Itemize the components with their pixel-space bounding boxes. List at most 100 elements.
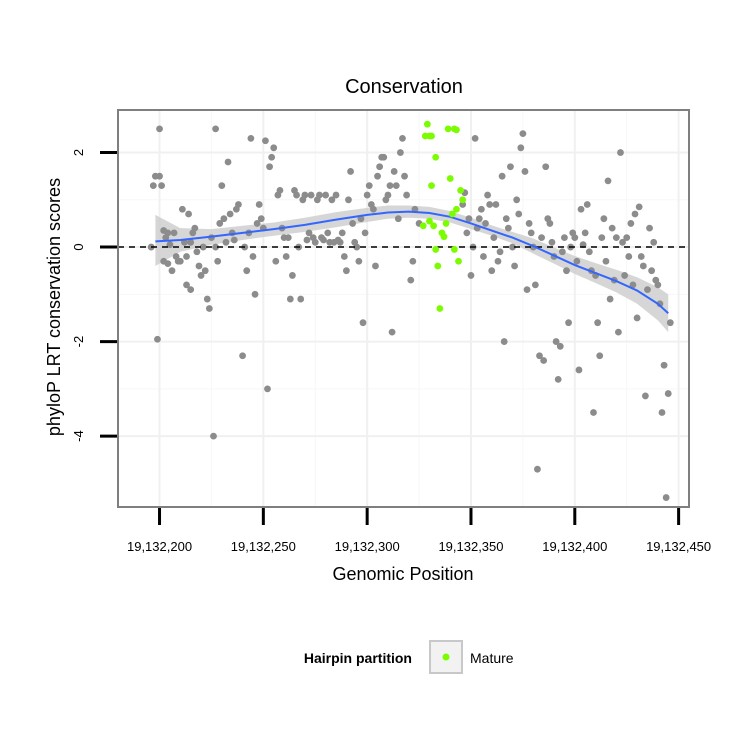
x-axis-title: Genomic Position: [332, 564, 473, 584]
data-point: [214, 257, 222, 265]
data-point: [359, 319, 367, 327]
data-point: [482, 220, 489, 227]
data-point: [606, 295, 614, 303]
data-point: [492, 201, 500, 208]
data-point: [220, 215, 228, 223]
data-point: [340, 253, 348, 260]
data-point: [621, 272, 629, 279]
data-point: [264, 385, 271, 393]
data-point: [266, 163, 273, 171]
plot-area: -4 -2 0 2 19,132,200 19,132,250 19,132,300 19,1…: [71, 109, 711, 554]
data-point: [303, 236, 311, 244]
x-tick-label: 19,132,400: [542, 539, 607, 554]
data-point: [600, 215, 608, 223]
mature-data-point: [453, 126, 460, 134]
data-point: [525, 220, 533, 227]
data-point: [502, 215, 510, 223]
data-point: [644, 286, 651, 293]
mature-data-point: [428, 182, 435, 190]
data-point: [615, 328, 622, 336]
data-point: [573, 257, 581, 265]
data-point: [396, 149, 404, 156]
data-point: [590, 409, 597, 416]
data-point: [660, 361, 668, 369]
data-point: [262, 137, 269, 145]
smooth-trend-line: [155, 210, 669, 314]
data-point: [316, 191, 323, 199]
data-point: [619, 238, 626, 246]
data-point: [513, 196, 521, 204]
data-point: [218, 182, 226, 190]
mature-data-point: [423, 120, 431, 128]
data-point: [409, 257, 417, 265]
mature-data-point: [457, 186, 464, 194]
data-point: [235, 201, 242, 208]
data-point: [301, 191, 309, 199]
data-point: [463, 229, 471, 237]
data-point: [243, 267, 251, 275]
data-point: [349, 220, 357, 227]
data-point: [498, 172, 506, 180]
data-point: [205, 305, 213, 312]
mature-data-point: [455, 257, 462, 265]
data-point: [311, 238, 319, 246]
data-point: [459, 201, 467, 208]
data-point: [201, 267, 209, 275]
data-point: [284, 234, 292, 242]
data-point: [272, 257, 280, 265]
data-point: [187, 286, 195, 293]
data-point: [332, 191, 340, 199]
data-point: [369, 205, 377, 213]
data-point: [168, 267, 176, 275]
data-point: [268, 153, 276, 161]
plot-background: [118, 110, 689, 507]
data-point: [465, 215, 473, 223]
data-point: [193, 248, 201, 256]
mature-data-point: [421, 132, 429, 140]
data-point: [531, 281, 539, 289]
data-point: [604, 177, 612, 185]
data-point: [149, 182, 157, 190]
data-point: [517, 144, 525, 152]
data-point: [154, 335, 161, 343]
data-point: [565, 319, 572, 327]
data-point: [585, 248, 593, 256]
data-point: [178, 205, 186, 213]
data-point: [521, 168, 529, 175]
data-point: [477, 205, 485, 213]
data-point: [664, 390, 672, 397]
data-point: [561, 234, 568, 242]
data-point: [187, 238, 195, 246]
data-point: [347, 168, 354, 175]
data-point: [490, 234, 498, 242]
data-point: [289, 272, 296, 279]
data-point: [536, 352, 543, 360]
y-tick-label: -2: [71, 336, 86, 348]
data-point: [527, 229, 535, 237]
data-point: [486, 201, 494, 208]
data-point: [625, 253, 633, 260]
data-point: [322, 191, 330, 199]
data-point: [538, 234, 545, 242]
data-point: [617, 149, 624, 156]
data-point: [156, 172, 163, 180]
data-point: [361, 229, 369, 237]
data-point: [353, 243, 361, 251]
mature-data-point: [426, 217, 433, 225]
mature-data-point: [434, 262, 442, 270]
data-point: [216, 220, 224, 227]
data-point: [509, 243, 516, 251]
data-point: [494, 257, 502, 265]
data-point: [639, 262, 647, 270]
data-point: [197, 272, 205, 279]
data-point: [390, 168, 398, 175]
mature-data-point: [436, 305, 444, 312]
data-point: [480, 253, 487, 260]
data-point: [307, 191, 315, 199]
data-point: [552, 338, 560, 345]
data-point: [571, 234, 579, 242]
data-point: [247, 134, 255, 142]
data-point: [212, 125, 219, 133]
data-point: [540, 357, 548, 364]
data-point: [596, 352, 604, 360]
